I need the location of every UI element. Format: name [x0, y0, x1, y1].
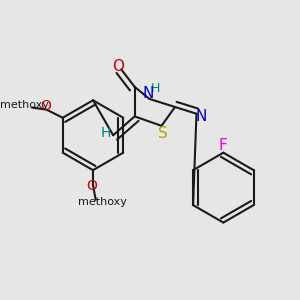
Text: O: O [40, 100, 51, 113]
Text: S: S [158, 126, 168, 141]
Text: H: H [100, 125, 111, 140]
Text: H: H [151, 82, 160, 95]
Text: methoxy: methoxy [78, 197, 127, 207]
Text: N: N [142, 85, 154, 100]
Text: N: N [196, 110, 207, 124]
Text: methoxy: methoxy [0, 100, 49, 110]
Text: O: O [86, 179, 97, 193]
Text: O: O [112, 59, 124, 74]
Text: F: F [219, 139, 228, 154]
